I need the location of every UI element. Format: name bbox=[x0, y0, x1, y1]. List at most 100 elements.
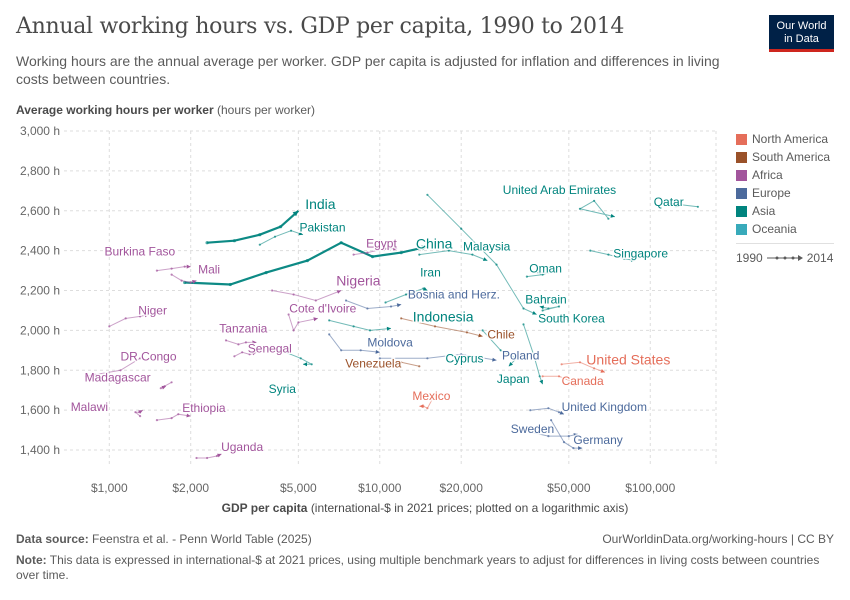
legend-item-oceania[interactable]: Oceania bbox=[736, 220, 830, 238]
label-germany[interactable]: Germany bbox=[572, 432, 624, 449]
series-cyprus[interactable] bbox=[481, 329, 518, 367]
source-text[interactable]: Feenstra et al. - Penn World Table (2025… bbox=[92, 532, 312, 546]
label-syria[interactable]: Syria bbox=[267, 381, 298, 398]
label-egypt[interactable]: Egypt bbox=[365, 235, 399, 252]
y-tick-label: 2,000 h bbox=[20, 323, 60, 337]
series-niger[interactable] bbox=[108, 313, 149, 328]
series-germany[interactable] bbox=[550, 419, 583, 450]
label-burkina-faso[interactable]: Burkina Faso bbox=[103, 243, 177, 260]
series-canada[interactable] bbox=[541, 375, 577, 387]
series-iran[interactable] bbox=[384, 287, 428, 304]
series-united-arab-emirates[interactable] bbox=[578, 199, 616, 220]
series-poland[interactable] bbox=[378, 353, 497, 362]
series-china[interactable] bbox=[183, 241, 428, 287]
series-pakistan[interactable] bbox=[258, 229, 304, 246]
series-mexico[interactable] bbox=[419, 393, 437, 410]
source-url[interactable]: OurWorldinData.org/working-hours | CC BY bbox=[602, 532, 834, 546]
series-madagascar[interactable] bbox=[159, 381, 173, 390]
series-burkina-faso[interactable] bbox=[155, 264, 191, 272]
series-tanzania[interactable] bbox=[224, 339, 257, 346]
series-end-arrow bbox=[539, 305, 544, 310]
label-united-arab-emirates[interactable]: United Arab Emirates bbox=[501, 181, 617, 198]
series-end-arrow bbox=[419, 404, 424, 409]
series-point bbox=[499, 349, 502, 352]
series-senegal[interactable] bbox=[233, 351, 257, 358]
label-poland[interactable]: Poland bbox=[501, 347, 541, 364]
series-bahrain[interactable] bbox=[539, 305, 561, 312]
label-mexico[interactable]: Mexico bbox=[411, 387, 452, 404]
label-oman[interactable]: Oman bbox=[528, 260, 564, 277]
label-moldova[interactable]: Moldova bbox=[366, 334, 415, 351]
series-moldova[interactable] bbox=[328, 333, 380, 354]
series-cote-d-ivoire[interactable] bbox=[287, 313, 318, 332]
label-uganda[interactable]: Uganda bbox=[220, 439, 265, 456]
series-japan[interactable] bbox=[522, 323, 544, 385]
series-venezuela[interactable] bbox=[377, 361, 421, 369]
label-india[interactable]: India bbox=[304, 194, 338, 213]
label-senegal[interactable]: Senegal bbox=[246, 340, 293, 357]
label-canada[interactable]: Canada bbox=[560, 373, 605, 390]
series-line bbox=[542, 375, 577, 387]
series-syria[interactable] bbox=[279, 349, 313, 367]
series-south-korea[interactable] bbox=[426, 193, 537, 315]
label-sweden[interactable]: Sweden bbox=[509, 421, 555, 438]
legend-item-asia[interactable]: Asia bbox=[736, 202, 830, 220]
series-united-kingdom[interactable] bbox=[529, 407, 565, 415]
series-uganda[interactable] bbox=[195, 453, 222, 460]
series-end-arrow bbox=[559, 410, 564, 415]
label-qatar[interactable]: Qatar bbox=[652, 193, 685, 210]
label-pakistan[interactable]: Pakistan bbox=[298, 219, 347, 236]
label-nigeria[interactable]: Nigeria bbox=[335, 271, 383, 290]
series-oman[interactable] bbox=[525, 270, 550, 278]
label-tanzania[interactable]: Tanzania bbox=[218, 320, 269, 337]
label-cyprus[interactable]: Cyprus bbox=[444, 350, 485, 367]
series-united-states[interactable] bbox=[560, 361, 606, 373]
label-bahrain[interactable]: Bahrain bbox=[524, 291, 568, 308]
series-point bbox=[248, 353, 251, 356]
label-malaysia[interactable]: Malaysia bbox=[462, 238, 513, 255]
data-source: Data source: Feenstra et al. - Penn Worl… bbox=[16, 532, 312, 546]
series-point bbox=[418, 365, 421, 368]
owid-logo[interactable]: Our World in Data bbox=[769, 15, 834, 52]
label-venezuela[interactable]: Venezuela bbox=[344, 355, 403, 372]
label-chile[interactable]: Chile bbox=[486, 326, 517, 343]
legend-item-europe[interactable]: Europe bbox=[736, 184, 830, 202]
label-china[interactable]: China bbox=[414, 234, 454, 253]
label-south-korea[interactable]: South Korea bbox=[537, 310, 607, 327]
series-indonesia[interactable] bbox=[328, 319, 392, 332]
label-niger[interactable]: Niger bbox=[137, 302, 169, 319]
series-qatar[interactable] bbox=[665, 201, 700, 208]
legend-item-africa[interactable]: Africa bbox=[736, 166, 830, 184]
series-malawi[interactable] bbox=[134, 409, 144, 418]
series-nigeria[interactable] bbox=[271, 289, 342, 302]
series-bosnia-and-herz[interactable] bbox=[344, 299, 402, 310]
legend-item-north-america[interactable]: North America bbox=[736, 130, 830, 148]
series-egypt[interactable] bbox=[352, 246, 398, 256]
label-mali[interactable]: Mali bbox=[197, 261, 222, 278]
series-point bbox=[359, 349, 362, 352]
label-cote-d-ivoire[interactable]: Cote d'Ivoire bbox=[288, 300, 358, 317]
series-malaysia[interactable] bbox=[418, 249, 488, 262]
series-point bbox=[279, 225, 283, 229]
label-indonesia[interactable]: Indonesia bbox=[411, 307, 475, 326]
label-ethiopia[interactable]: Ethiopia bbox=[181, 400, 228, 417]
legend-item-south-america[interactable]: South America bbox=[736, 148, 830, 166]
label-madagascar[interactable]: Madagascar bbox=[83, 369, 152, 386]
label-malawi[interactable]: Malawi bbox=[69, 399, 109, 416]
label-united-states[interactable]: United States bbox=[585, 350, 672, 369]
series-dr-congo[interactable] bbox=[84, 357, 142, 378]
series-sweden[interactable] bbox=[529, 431, 579, 438]
label-dr-congo[interactable]: DR Congo bbox=[119, 348, 178, 365]
label-iran[interactable]: Iran bbox=[419, 264, 443, 281]
series-point bbox=[465, 331, 468, 334]
series-singapore[interactable] bbox=[589, 249, 636, 262]
series-india[interactable] bbox=[205, 209, 300, 245]
series-chile[interactable] bbox=[400, 317, 483, 338]
label-united-kingdom[interactable]: United Kingdom bbox=[560, 399, 648, 416]
label-japan[interactable]: Japan bbox=[495, 371, 531, 388]
series-ethiopia[interactable] bbox=[155, 413, 191, 422]
series-mali[interactable] bbox=[170, 273, 197, 284]
label-singapore[interactable]: Singapore bbox=[612, 245, 670, 262]
label-bosnia-and-herz[interactable]: Bosnia and Herz. bbox=[406, 286, 501, 303]
